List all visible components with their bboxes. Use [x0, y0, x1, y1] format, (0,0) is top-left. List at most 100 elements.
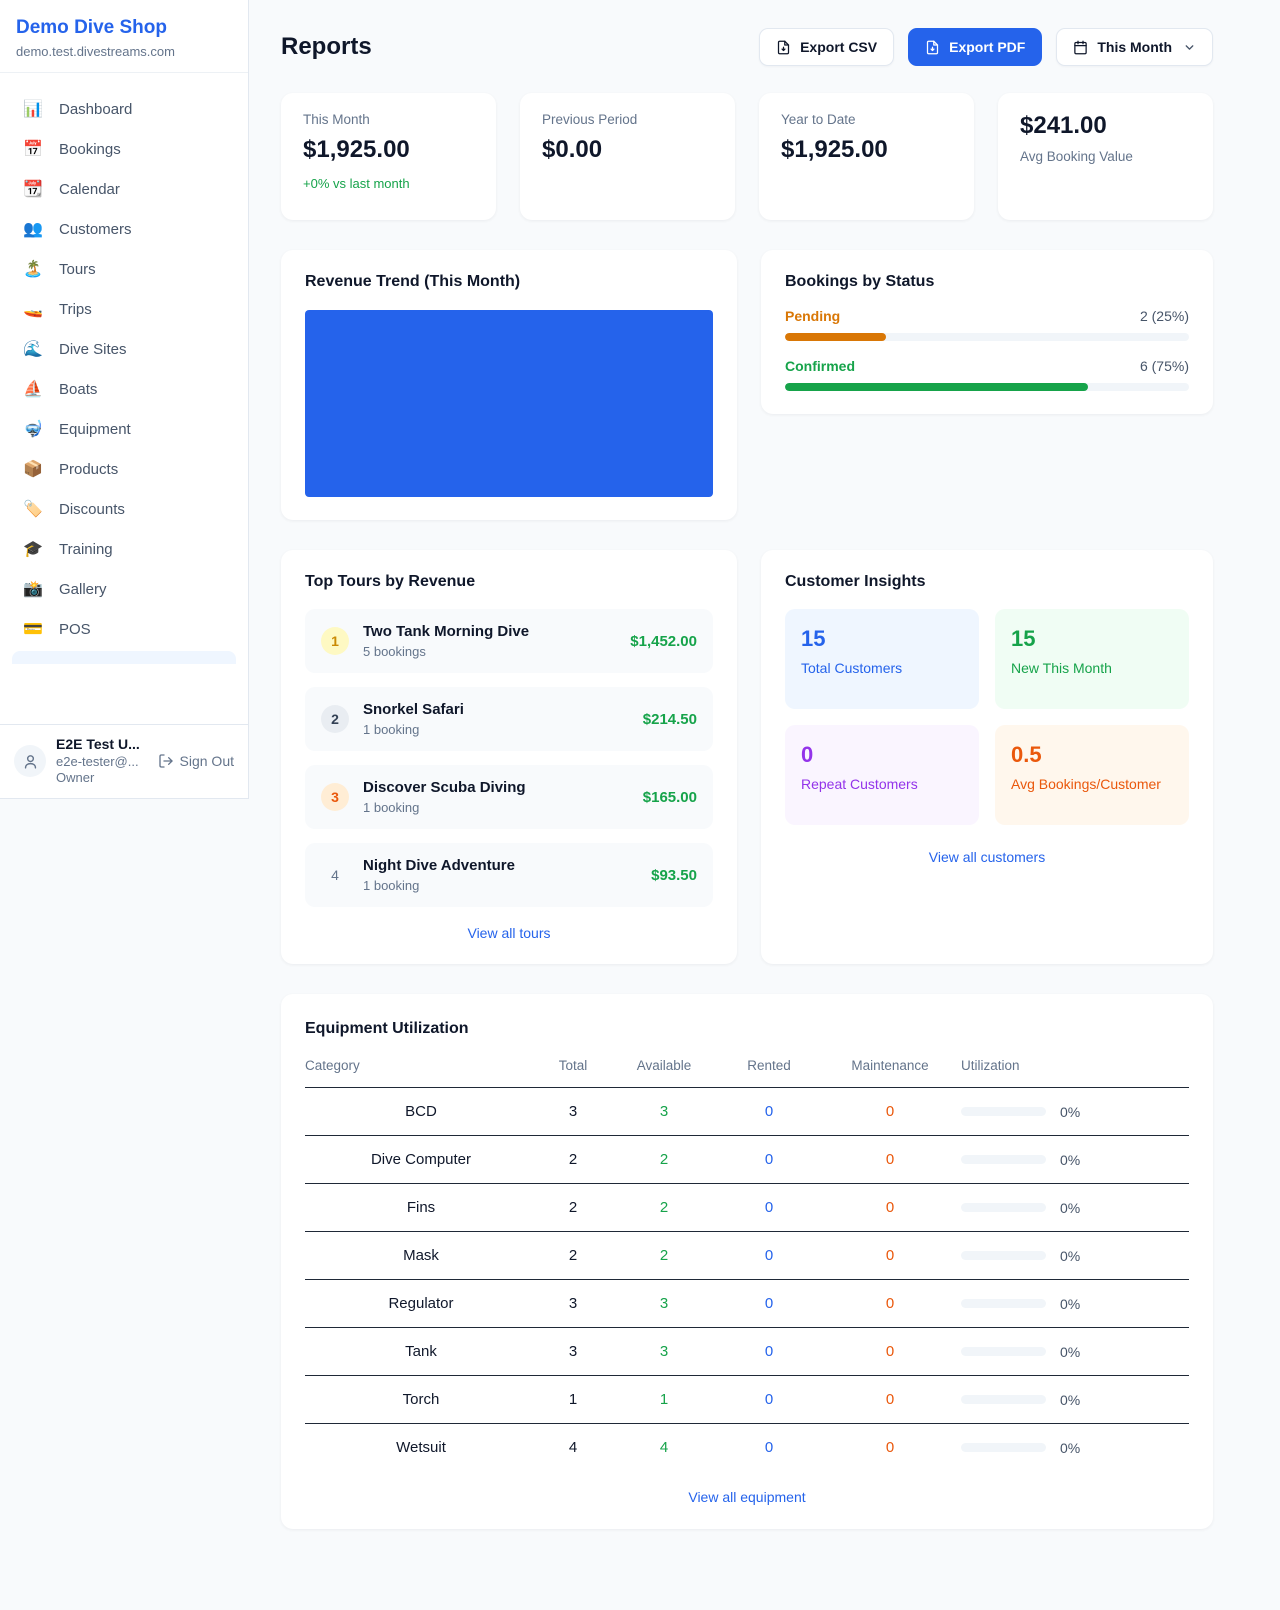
dashboard-icon: 📊: [23, 101, 43, 118]
sidebar-nav: 📊 Dashboard 📅 Bookings 📆 Calendar 👥 Cust…: [0, 73, 248, 724]
cell-rented: 0: [719, 1135, 819, 1184]
utilization-percent: 0%: [1060, 1247, 1081, 1264]
sidebar-item-discounts[interactable]: 🏷️ Discounts: [12, 489, 236, 529]
insight-value: 0: [801, 742, 814, 767]
col-maintenance: Maintenance: [819, 1058, 961, 1088]
sidebar-item-reports-active-partial[interactable]: [12, 651, 236, 664]
file-download-icon: [926, 40, 939, 54]
sidebar-item-label: Boats: [59, 380, 98, 398]
col-total: Total: [537, 1058, 609, 1088]
sidebar-item-pos[interactable]: 💳 POS: [12, 609, 236, 649]
utilization-percent: 0%: [1060, 1295, 1081, 1312]
sidebar-item-products[interactable]: 📦 Products: [12, 449, 236, 489]
cell-rented: 0: [719, 1183, 819, 1232]
export-csv-button[interactable]: Export CSV: [759, 28, 895, 66]
utilization-percent: 0%: [1060, 1151, 1081, 1168]
stat-value: $1,925.00: [303, 136, 410, 163]
sign-out-button[interactable]: Sign Out: [158, 753, 234, 769]
charts-row: Revenue Trend (This Month) Bookings by S…: [281, 250, 1213, 520]
utilization-bar: [961, 1155, 1046, 1164]
col-category: Category: [305, 1058, 537, 1088]
main-content: Reports Export CSV Export PDF This Month…: [249, 0, 1280, 1569]
top-tours-title: Top Tours by Revenue: [305, 573, 476, 590]
utilization-bar: [961, 1347, 1046, 1356]
insight-label: New This Month: [1011, 660, 1112, 676]
view-all-equipment-link[interactable]: View all equipment: [688, 1489, 806, 1505]
sidebar-item-label: Calendar: [59, 180, 120, 198]
boats-icon: ⛵: [23, 381, 43, 398]
equipment-table-body: BCD 3 3 0 0 0% Dive Computer 2 2 0 0 0% Fins 2 2 0 0 0% Ma…: [305, 1087, 1189, 1472]
sidebar-item-tours[interactable]: 🏝️ Tours: [12, 249, 236, 289]
stat-label: This Month: [303, 112, 370, 127]
sidebar-item-dashboard[interactable]: 📊 Dashboard: [12, 89, 236, 129]
cell-utilization: 0%: [961, 1183, 1189, 1232]
table-row: Fins 2 2 0 0 0%: [305, 1183, 1189, 1232]
cell-rented: 0: [719, 1087, 819, 1136]
cell-utilization: 0%: [961, 1087, 1189, 1136]
status-label: Pending: [785, 308, 841, 324]
sidebar-item-trips[interactable]: 🚤 Trips: [12, 289, 236, 329]
cell-rented: 0: [719, 1231, 819, 1280]
sidebar-item-label: Discounts: [59, 500, 125, 518]
customers-icon: 👥: [23, 221, 43, 238]
cell-category: BCD: [305, 1087, 537, 1136]
sidebar-item-gallery[interactable]: 📸 Gallery: [12, 569, 236, 609]
utilization-bar: [961, 1395, 1046, 1404]
sidebar-item-dive-sites[interactable]: 🌊 Dive Sites: [12, 329, 236, 369]
sidebar-item-boats[interactable]: ⛵ Boats: [12, 369, 236, 409]
export-pdf-button[interactable]: Export PDF: [908, 28, 1043, 66]
cell-available: 1: [609, 1375, 719, 1424]
stat-label: Previous Period: [542, 112, 638, 127]
tour-revenue: $165.00: [642, 788, 697, 806]
cell-available: 2: [609, 1183, 719, 1232]
training-icon: 🎓: [23, 541, 43, 558]
col-utilization: Utilization: [961, 1058, 1189, 1088]
status-label: Confirmed: [785, 358, 855, 374]
status-bar-fill: [785, 333, 886, 341]
sign-out-icon: [158, 754, 173, 768]
tour-list: 1 Two Tank Morning Dive 5 bookings $1,45…: [305, 609, 713, 907]
sidebar-item-training[interactable]: 🎓 Training: [12, 529, 236, 569]
table-row: Dive Computer 2 2 0 0 0%: [305, 1135, 1189, 1184]
insight-tile-new-this-month: 15 New This Month: [995, 609, 1189, 709]
table-row: Mask 2 2 0 0 0%: [305, 1231, 1189, 1280]
insight-grid: 15 Total Customers 15 New This Month 0 R…: [785, 609, 1189, 825]
equipment-table: Category Total Available Rented Maintena…: [305, 1058, 1189, 1471]
sidebar-item-label: Training: [59, 540, 113, 558]
export-csv-label: Export CSV: [800, 39, 878, 55]
cell-category: Mask: [305, 1231, 537, 1280]
sidebar-item-equipment[interactable]: 🤿 Equipment: [12, 409, 236, 449]
tour-revenue: $214.50: [642, 710, 697, 728]
rank-badge: 2: [321, 705, 349, 733]
stat-card-avg-booking-value: $241.00 Avg Booking Value: [998, 93, 1213, 220]
stat-value: $0.00: [542, 136, 603, 163]
view-all-tours-link[interactable]: View all tours: [467, 925, 551, 941]
user-footer: E2E Test U... e2e-tester@... Owner Sign …: [0, 724, 248, 798]
sidebar-item-label: Gallery: [59, 580, 107, 598]
page-header: Reports Export CSV Export PDF This Month: [281, 28, 1213, 66]
cell-category: Fins: [305, 1183, 537, 1232]
sidebar-item-calendar[interactable]: 📆 Calendar: [12, 169, 236, 209]
period-dropdown[interactable]: This Month: [1056, 28, 1213, 66]
cell-category: Dive Computer: [305, 1135, 537, 1184]
status-value: 2 (25%): [1139, 308, 1189, 324]
status-row-pending: Pending 2 (25%): [785, 308, 1189, 341]
cell-utilization: 0%: [961, 1231, 1189, 1280]
user-role: Owner: [56, 769, 95, 785]
sidebar-item-customers[interactable]: 👥 Customers: [12, 209, 236, 249]
tour-row: 4 Night Dive Adventure 1 booking $93.50: [305, 843, 713, 907]
cell-category: Wetsuit: [396, 1439, 446, 1456]
equipment-table-header: Category Total Available Rented Maintena…: [305, 1058, 1189, 1088]
stat-value: $241.00: [1020, 112, 1107, 139]
cell-utilization: 0%: [961, 1327, 1189, 1376]
page-title: Reports: [281, 33, 372, 60]
sidebar-item-bookings[interactable]: 📅 Bookings: [12, 129, 236, 169]
stat-label: Avg Booking Value: [1020, 149, 1133, 164]
view-all-customers-link[interactable]: View all customers: [928, 849, 1046, 865]
cell-total: 3: [537, 1327, 609, 1376]
discounts-icon: 🏷️: [23, 501, 43, 518]
status-bar-track: [785, 383, 1189, 391]
avatar: [14, 745, 46, 777]
chevron-down-icon: [1185, 44, 1194, 50]
top-tours-card: Top Tours by Revenue 1 Two Tank Morning …: [281, 550, 737, 964]
